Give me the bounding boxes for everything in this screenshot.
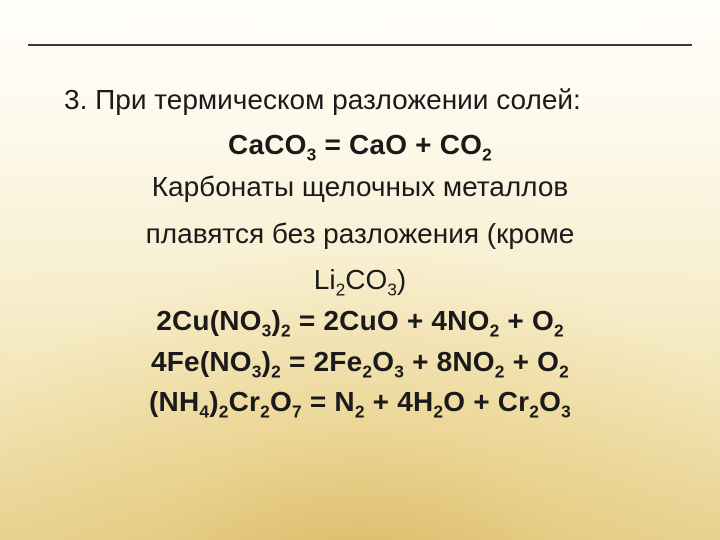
- eq2-c4: 4NO: [431, 305, 489, 336]
- eq4-plus1: +: [365, 386, 398, 417]
- eq3-s2: 2: [271, 361, 281, 381]
- eq4-s2: 2: [219, 402, 229, 422]
- slide: 3. При термическом разложении солей: CaC…: [0, 0, 720, 540]
- eq1-r2-sub: 2: [482, 144, 492, 164]
- heading-number: 3.: [64, 84, 87, 115]
- horizontal-rule: [28, 44, 692, 46]
- equation-3: 4Fe(NO3)2 = 2Fe2O3 + 8NO2 + O2: [40, 342, 680, 383]
- note3-sub1: 2: [336, 280, 346, 300]
- eq3-s6: 2: [559, 361, 569, 381]
- eq2-c2: ): [271, 305, 281, 336]
- eq4-c1: (NH: [149, 386, 199, 417]
- eq3-eq: =: [281, 346, 314, 377]
- eq4-s6: 2: [433, 402, 443, 422]
- eq2-s1: 3: [262, 321, 272, 341]
- heading-text: При термическом разложении солей:: [95, 84, 581, 115]
- eq1-eq: =: [316, 129, 349, 160]
- eq3-s1: 3: [252, 361, 262, 381]
- eq4-c5: N: [334, 386, 354, 417]
- equation-4: (NH4)2Cr2O7 = N2 + 4H2O + Cr2O3: [40, 382, 680, 423]
- equation-1: CaCO3 = CaO + CO2: [40, 125, 680, 166]
- eq4-c7: O: [443, 386, 465, 417]
- note-line-2: плавятся без разложения (кроме: [40, 214, 680, 255]
- eq3-c4: O: [372, 346, 394, 377]
- eq2-c5: O: [532, 305, 554, 336]
- eq2-plus1: +: [399, 305, 432, 336]
- eq2-c3: 2CuO: [323, 305, 398, 336]
- eq2-s5: 2: [554, 321, 564, 341]
- slide-content: 3. При термическом разложении солей: CaC…: [40, 80, 680, 423]
- eq3-c2: ): [262, 346, 272, 377]
- note-line-3: Li2CO3): [40, 260, 680, 301]
- eq3-c5: 8NO: [437, 346, 495, 377]
- heading-line: 3. При термическом разложении солей:: [40, 80, 680, 121]
- eq4-s9: 3: [561, 402, 571, 422]
- eq2-s4: 2: [490, 321, 500, 341]
- note3-c: ): [397, 264, 406, 295]
- eq1-r2: CO: [440, 129, 482, 160]
- eq3-plus1: +: [404, 346, 437, 377]
- eq3-s3: 2: [362, 361, 372, 381]
- eq1-lhs: CaCO: [228, 129, 307, 160]
- eq2-c1: 2Cu(NO: [156, 305, 261, 336]
- equation-2: 2Cu(NO3)2 = 2CuO + 4NO2 + O2: [40, 301, 680, 342]
- note3-b: CO: [345, 264, 387, 295]
- eq4-c3: Cr: [229, 386, 261, 417]
- eq3-s4: 3: [394, 361, 404, 381]
- eq2-eq: =: [291, 305, 324, 336]
- eq2-plus2: +: [499, 305, 532, 336]
- eq4-s3: 2: [260, 402, 270, 422]
- eq1-plus1: +: [407, 129, 440, 160]
- note-line-1: Карбонаты щелочных металлов: [40, 167, 680, 208]
- eq3-c6: O: [537, 346, 559, 377]
- eq1-r1: CaO: [349, 129, 407, 160]
- eq2-s2: 2: [281, 321, 291, 341]
- eq4-s4: 7: [292, 402, 302, 422]
- eq4-c4: O: [270, 386, 292, 417]
- eq3-plus2: +: [505, 346, 538, 377]
- note3-sub2: 3: [387, 280, 397, 300]
- eq4-s1: 4: [199, 402, 209, 422]
- eq3-c3: 2Fe: [314, 346, 363, 377]
- eq1-lhs-sub: 3: [307, 144, 317, 164]
- eq4-plus2: +: [465, 386, 498, 417]
- eq4-eq: =: [302, 386, 335, 417]
- eq4-c9: O: [539, 386, 561, 417]
- note3-a: Li: [314, 264, 336, 295]
- eq4-c2: ): [209, 386, 219, 417]
- eq3-s5: 2: [495, 361, 505, 381]
- eq4-c8: Cr: [498, 386, 530, 417]
- eq4-s5: 2: [355, 402, 365, 422]
- eq4-s8: 2: [529, 402, 539, 422]
- eq3-c1: 4Fe(NO: [151, 346, 252, 377]
- eq4-c6: 4H: [397, 386, 433, 417]
